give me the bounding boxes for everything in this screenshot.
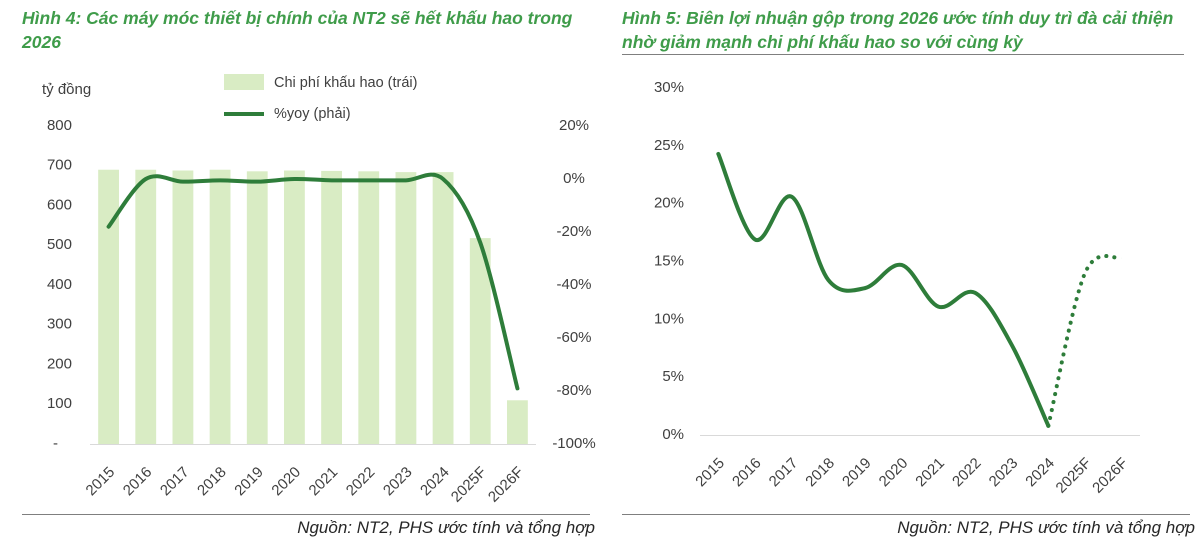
x-axis-tick-label: 2021 [912, 455, 948, 491]
x-axis-tick-label: 2019 [839, 455, 875, 491]
line-gross-margin-forecast [1046, 254, 1124, 428]
right-figure-source: Nguồn: NT2, PHS ước tính và tổng hợp [897, 518, 1195, 537]
left-axis-tick-label: - [53, 435, 58, 452]
right-axis-tick-label: -20% [556, 223, 591, 240]
y-axis-tick-label: 10% [654, 310, 684, 327]
bar-depreciation [284, 170, 305, 444]
x-axis-tick-label: 2026F [485, 464, 527, 506]
x-axis-tick-label: 2018 [194, 464, 230, 500]
left-axis-tick-label: 300 [47, 316, 72, 333]
left-figure-title: Hình 4: Các máy móc thiết bị chính của N… [22, 8, 573, 52]
left-axis-tick-label: 400 [47, 276, 72, 293]
y-axis-tick-label: 5% [662, 368, 684, 385]
legend-line-label: %yoy (phải) [274, 106, 351, 122]
left-figure: Hình 4: Các máy móc thiết bị chính của N… [22, 8, 596, 537]
right-figure-title: Hình 5: Biên lợi nhuận gộp trong 2026 ướ… [622, 8, 1174, 52]
left-axis-tick-label: 200 [47, 355, 72, 372]
left-axis-tick-label: 700 [47, 157, 72, 174]
x-axis-tick-label: 2015 [83, 464, 119, 500]
right-source-divider [622, 514, 1190, 515]
y-axis-tick-label: 30% [654, 79, 684, 96]
bar-depreciation [358, 171, 380, 444]
bar-depreciation [98, 169, 119, 444]
x-axis-tick-label: 2023 [986, 455, 1022, 491]
bar-depreciation [135, 169, 157, 444]
bar-depreciation [469, 238, 491, 444]
legend-bar-label: Chi phí khấu hao (trái) [274, 75, 417, 91]
x-axis-tick-label: 2020 [268, 464, 304, 500]
bar-depreciation [507, 400, 528, 444]
bar-depreciation [246, 171, 268, 444]
x-axis-tick-label: 2017 [766, 455, 802, 491]
bar-depreciation [209, 169, 231, 444]
y-axis-tick-label: 15% [654, 252, 684, 269]
x-axis-tick-label: 2021 [306, 464, 342, 500]
right-axis-tick-label: -100% [552, 435, 595, 452]
line-yoy [106, 172, 520, 391]
left-axis-tick-label: 600 [47, 196, 72, 213]
x-axis-tick-label: 2026F [1089, 455, 1131, 497]
right-axis-tick-label: -40% [556, 276, 591, 293]
left-figure-source: Nguồn: NT2, PHS ước tính và tổng hợp [297, 518, 595, 537]
unit-label: tỷ đồng [42, 81, 91, 98]
right-axis-tick-label: -80% [556, 382, 591, 399]
x-axis-tick-label: 2020 [876, 455, 912, 491]
x-axis-tick-label: 2025F [448, 464, 490, 506]
x-axis-tick-label: 2025F [1053, 455, 1095, 497]
x-axis-tick-label: 2018 [802, 455, 838, 491]
y-axis-tick-label: 20% [654, 195, 684, 212]
y-axis-tick-label: 0% [662, 426, 684, 443]
left-axis-tick-label: 500 [47, 236, 72, 253]
x-axis-tick-label: 2016 [120, 464, 156, 500]
bar-depreciation [172, 170, 194, 444]
x-axis-tick-label: 2015 [692, 455, 728, 491]
x-axis-tick-label: 2022 [343, 464, 379, 500]
left-axis-tick-label: 800 [47, 117, 72, 134]
y-axis-tick-label: 25% [654, 137, 684, 154]
x-axis-tick-label: 2022 [949, 455, 985, 491]
left-source-divider [22, 514, 590, 515]
right-title-divider [622, 54, 1184, 55]
right-figure: Hình 5: Biên lợi nhuận gộp trong 2026 ướ… [610, 0, 1200, 549]
line-gross-margin [716, 151, 1051, 428]
x-axis-tick-label: 2016 [729, 455, 765, 491]
right-axis-tick-label: -60% [556, 329, 591, 346]
bar-depreciation [395, 172, 417, 445]
right-chart: 0%5%10%15%20%25%30%2015 2016 2017 2018 2019 2… [654, 79, 1140, 497]
x-axis-tick-label: 2017 [157, 464, 193, 500]
bar-depreciation [321, 170, 342, 444]
right-axis-tick-label: 20% [559, 117, 589, 134]
bar-depreciation [432, 172, 454, 445]
left-axis-tick-label: 100 [47, 395, 72, 412]
legend-bar-swatch [224, 74, 264, 90]
left-chart: tỷ đồng Chi phí khấu hao (trái) %yoy (phải… [42, 74, 596, 506]
x-axis-tick-label: 2023 [380, 464, 416, 500]
x-axis-tick-label: 2019 [231, 464, 267, 500]
right-axis-tick-label: 0% [563, 170, 585, 187]
